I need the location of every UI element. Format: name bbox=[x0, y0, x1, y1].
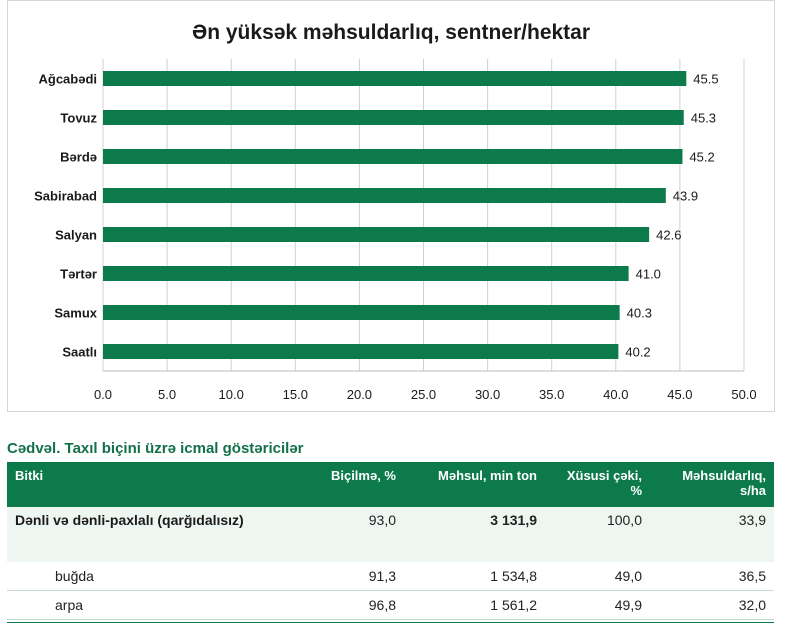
summary-table: Bitki Biçilmə, % Məhsul, min ton Xüsusi … bbox=[7, 462, 774, 620]
data-label: 45.5 bbox=[693, 72, 718, 87]
row-share: 49,0 bbox=[545, 562, 650, 591]
table-row: arpa 96,8 1 561,2 49,9 32,0 bbox=[7, 590, 774, 620]
category-label: Sabirabad bbox=[34, 189, 97, 204]
data-label: 45.3 bbox=[691, 111, 716, 126]
data-label: 45.2 bbox=[689, 150, 714, 165]
row-product: 1 534,8 bbox=[404, 562, 545, 591]
header-crop: Bitki bbox=[7, 462, 297, 507]
x-tick-label: 35.0 bbox=[539, 387, 564, 402]
x-tick-label: 10.0 bbox=[219, 387, 244, 402]
x-tick-label: 40.0 bbox=[603, 387, 628, 402]
category-label: Tovuz bbox=[60, 111, 97, 126]
grid bbox=[102, 59, 745, 372]
row-yield: 36,5 bbox=[650, 562, 774, 591]
x-tick-label: 15.0 bbox=[283, 387, 308, 402]
bar bbox=[103, 344, 619, 359]
data-label: 42.6 bbox=[656, 228, 681, 243]
category-label: Bərdə bbox=[60, 150, 97, 165]
data-label: 40.2 bbox=[625, 345, 650, 360]
row-yield: 32,0 bbox=[650, 590, 774, 620]
x-tick-label: 0.0 bbox=[94, 387, 112, 402]
x-tick-label: 50.0 bbox=[731, 387, 756, 402]
header-share: Xüsusi çəki, % bbox=[545, 462, 650, 507]
bar bbox=[103, 188, 666, 203]
category-label: Salyan bbox=[55, 228, 97, 243]
row-harvest: 93,0 bbox=[297, 507, 404, 562]
row-name: buğda bbox=[7, 562, 297, 591]
table-header-row: Bitki Biçilmə, % Məhsul, min ton Xüsusi … bbox=[7, 462, 774, 507]
chart-panel: Ən yüksək məhsuldarlıq, sentner/hektar 0… bbox=[7, 0, 775, 412]
bar bbox=[103, 227, 650, 242]
bars bbox=[103, 71, 687, 359]
table-row: buğda 91,3 1 534,8 49,0 36,5 bbox=[7, 562, 774, 591]
data-label: 43.9 bbox=[673, 189, 698, 204]
row-product: 3 131,9 bbox=[404, 507, 545, 562]
row-share: 49,9 bbox=[545, 590, 650, 620]
x-tick-label: 20.0 bbox=[347, 387, 372, 402]
table-row: Dənli və dənli-paxlalı (qarğıdalısız) 93… bbox=[7, 507, 774, 562]
x-tick-label: 25.0 bbox=[411, 387, 436, 402]
bar bbox=[103, 110, 684, 125]
category-label: Tərtər bbox=[60, 267, 97, 282]
category-label: Saatlı bbox=[62, 345, 97, 360]
x-tick-label: 30.0 bbox=[475, 387, 500, 402]
row-harvest: 91,3 bbox=[297, 562, 404, 591]
category-label: Ağcabədi bbox=[38, 72, 97, 87]
bar bbox=[103, 71, 687, 86]
bottom-divider bbox=[7, 622, 774, 623]
header-product: Məhsul, min ton bbox=[404, 462, 545, 507]
row-name: arpa bbox=[7, 590, 297, 620]
table-caption: Cədvəl. Taxıl biçini üzrə icmal göstəric… bbox=[7, 440, 304, 457]
row-share: 100,0 bbox=[545, 507, 650, 562]
row-name: Dənli və dənli-paxlalı (qarğıdalısız) bbox=[7, 507, 297, 562]
bar-chart: Ən yüksək məhsuldarlıq, sentner/hektar 0… bbox=[34, 21, 757, 403]
data-label: 40.3 bbox=[627, 306, 652, 321]
row-yield: 33,9 bbox=[650, 507, 774, 562]
x-tick-label: 45.0 bbox=[667, 387, 692, 402]
category-label: Samux bbox=[54, 306, 97, 321]
row-product: 1 561,2 bbox=[404, 590, 545, 620]
header-harvest: Biçilmə, % bbox=[297, 462, 404, 507]
header-yield: Məhsuldarlıq, s/ha bbox=[650, 462, 774, 507]
bar bbox=[103, 266, 629, 281]
row-harvest: 96,8 bbox=[297, 590, 404, 620]
bar bbox=[103, 149, 683, 164]
chart-title: Ən yüksək məhsuldarlıq, sentner/hektar bbox=[192, 21, 590, 44]
x-tick-label: 5.0 bbox=[158, 387, 176, 402]
bar bbox=[103, 305, 620, 320]
data-label: 41.0 bbox=[636, 267, 661, 282]
labels: 0.0 5.0 10.0 15.0 20.0 25.0 30.0 35.0 40.0 45.0 50… bbox=[34, 72, 757, 403]
